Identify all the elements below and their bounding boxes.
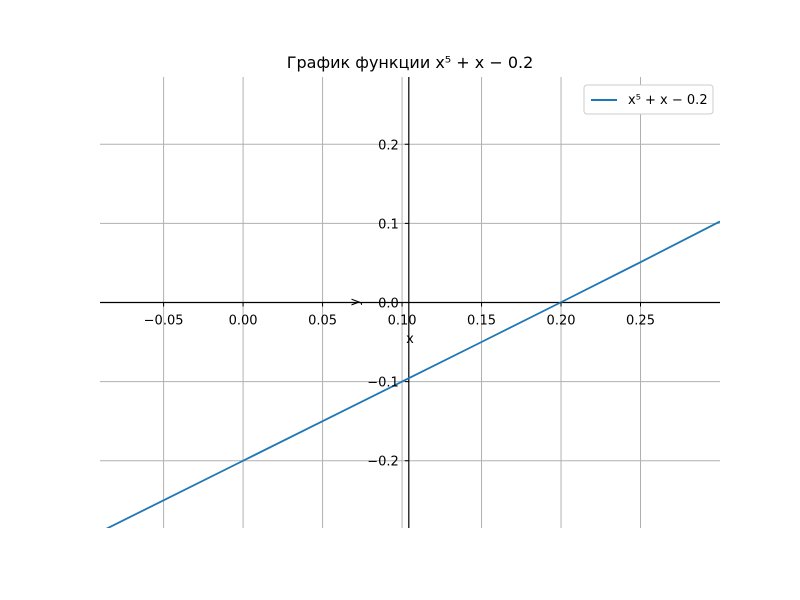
series-layer xyxy=(105,220,720,528)
x-tick-label: 0.20 xyxy=(547,314,576,329)
y-tick-label: 0.0 xyxy=(378,297,399,312)
series-line xyxy=(105,220,720,528)
legend-box xyxy=(583,84,714,115)
y-tick-label: 0.1 xyxy=(378,217,399,232)
chart-title: График функции x⁵ + x − 0.2 xyxy=(287,53,534,72)
x-tick-label: 0.15 xyxy=(467,314,496,329)
y-tick-label: −0.2 xyxy=(367,455,399,470)
x-tick-label: 0.05 xyxy=(308,314,337,329)
y-tick-label: 0.2 xyxy=(378,138,399,153)
legend: x⁵ + x − 0.2 xyxy=(583,84,714,115)
x-tick-label: 0.10 xyxy=(388,314,417,329)
y-axis-label: y xyxy=(348,298,363,306)
legend-label: x⁵ + x − 0.2 xyxy=(628,93,708,108)
x-tick-label: 0.25 xyxy=(626,314,655,329)
y-tick-label: −0.1 xyxy=(367,376,399,391)
ticks-layer: −0.05 0.00 0.05 0.10 0.15 0.20 0.25 −0.2 −0.1 0.0… xyxy=(144,138,655,469)
x-axis-label: x xyxy=(406,332,414,347)
x-tick-label: −0.05 xyxy=(144,314,184,329)
x-tick-label: 0.00 xyxy=(229,314,258,329)
